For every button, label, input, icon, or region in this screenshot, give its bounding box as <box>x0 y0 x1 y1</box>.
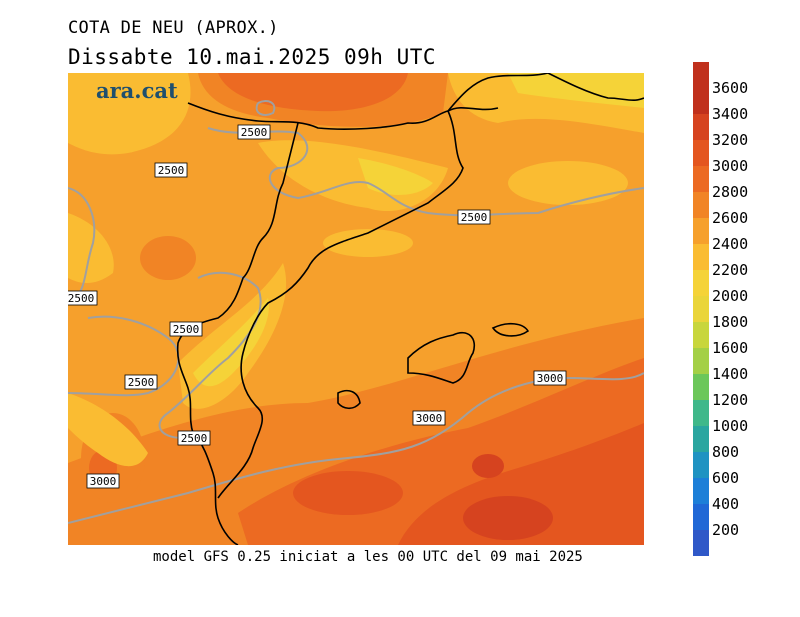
legend-swatch <box>693 452 709 478</box>
island-mallorca <box>407 331 475 384</box>
legend-swatch <box>693 296 709 322</box>
field-3200-blob <box>293 471 403 515</box>
contour-label: 3000 <box>533 370 567 386</box>
legend-label: 2600 <box>712 209 748 227</box>
map-title: COTA DE NEU (APROX.) <box>68 18 279 38</box>
legend-swatch <box>693 166 709 192</box>
snow-level-map: 2500 2500 2500 2500 2500 2500 <box>68 73 644 545</box>
contour-label-text: 2500 <box>128 376 155 389</box>
legend-label: 2200 <box>712 261 748 279</box>
contour-line-2500-central <box>68 315 180 397</box>
contour-label-text: 3000 <box>90 475 117 488</box>
legend-label: 2800 <box>712 183 748 201</box>
contour-label-text: 2500 <box>173 323 200 336</box>
legend-label: 1600 <box>712 339 748 357</box>
contour-label: 2500 <box>68 290 98 306</box>
legend-swatch <box>693 374 709 400</box>
field-2200-ebro <box>193 298 269 387</box>
field-2400-northwest <box>68 73 191 155</box>
legend-swatch <box>693 348 709 374</box>
contour-line-3000-south <box>68 372 644 524</box>
field-2800-center <box>140 236 196 280</box>
legend-label: 1400 <box>712 365 748 383</box>
field-2200-northeast <box>508 73 644 108</box>
border-catalonia-aragon <box>176 122 299 545</box>
island-menorca <box>491 322 530 337</box>
legend-swatch <box>693 322 709 348</box>
legend-label: 1200 <box>712 391 748 409</box>
ara-cat-logo: ara.cat <box>96 78 178 103</box>
field-3400-blob <box>463 496 553 540</box>
legend-swatch <box>693 114 709 140</box>
legend-label: 3000 <box>712 157 748 175</box>
legend-label: 2000 <box>712 287 748 305</box>
coastline-catalonia <box>217 110 464 499</box>
legend-label: 1800 <box>712 313 748 331</box>
contour-label-text: 3000 <box>537 372 564 385</box>
contour-label: 3000 <box>412 410 446 426</box>
legend-label: 3600 <box>712 79 748 97</box>
legend-swatch <box>693 504 709 530</box>
legend-swatch <box>693 400 709 426</box>
field-2400-east <box>508 161 628 205</box>
field-3400-blob-2 <box>472 454 504 478</box>
legend-swatch <box>693 88 709 114</box>
coastline-north <box>447 73 644 112</box>
field-2400-southwest <box>68 393 148 467</box>
contour-label: 2500 <box>237 124 271 140</box>
color-scale-legend: 3600 3400 3200 3000 2800 2600 2400 2200 2000 1800… <box>693 62 748 556</box>
field-2400-coast <box>323 229 413 257</box>
legend-label: 3400 <box>712 105 748 123</box>
contour-label-text: 2500 <box>241 126 268 139</box>
model-caption: model GFS 0.25 iniciat a les 00 UTC del … <box>153 549 583 565</box>
contour-line-2500-pyrenees <box>207 127 644 217</box>
field-3200 <box>398 423 644 545</box>
legend-label: 2400 <box>712 235 748 253</box>
contour-line-2500-small <box>255 100 276 116</box>
legend-label: 1000 <box>712 417 748 435</box>
contour-label: 2500 <box>124 374 158 390</box>
legend-swatch <box>693 530 709 556</box>
contour-label: 2500 <box>154 162 188 178</box>
contour-label-text: 3000 <box>416 412 443 425</box>
legend-swatch <box>693 270 709 296</box>
legend-label: 400 <box>712 495 739 513</box>
legend-label: 3200 <box>712 131 748 149</box>
legend-swatch <box>693 192 709 218</box>
contour-label-text: 2500 <box>158 164 185 177</box>
contour-label: 2500 <box>177 430 211 446</box>
legend-swatch <box>693 478 709 504</box>
legend-swatch <box>693 426 709 452</box>
field-2200-pyrenees <box>358 158 433 195</box>
legend-label: 200 <box>712 521 739 539</box>
contour-label-text: 2500 <box>181 432 208 445</box>
legend-swatch <box>693 244 709 270</box>
legend-swatch <box>693 218 709 244</box>
contour-label: 2500 <box>457 209 491 225</box>
island-ibiza <box>337 389 361 410</box>
contour-label-text: 2500 <box>461 211 488 224</box>
legend-label: 600 <box>712 469 739 487</box>
contour-label: 3000 <box>86 473 120 489</box>
contour-label: 2500 <box>169 321 203 337</box>
contour-label-text: 2500 <box>68 292 94 305</box>
map-subtitle: Dissabte 10.mai.2025 09h UTC <box>68 45 437 69</box>
legend-swatch <box>693 62 709 88</box>
legend-label: 800 <box>712 443 739 461</box>
legend-swatch <box>693 140 709 166</box>
